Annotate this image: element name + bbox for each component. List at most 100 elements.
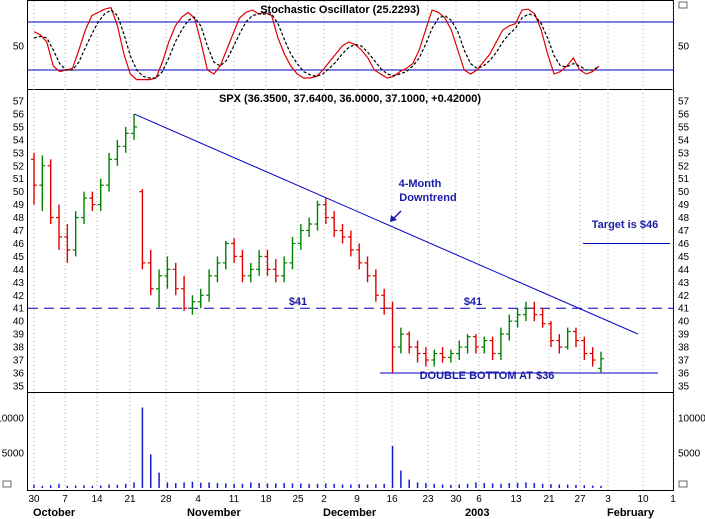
ohlc-bar bbox=[239, 249, 246, 283]
spx-title: SPX (36.3500, 37.6400, 36.0000, 37.1000,… bbox=[219, 93, 481, 105]
ohlc-bar bbox=[564, 327, 571, 350]
ohlc-bar bbox=[547, 321, 554, 348]
x-tick-label: 3 bbox=[605, 494, 611, 505]
price-y-tick-right: 53 bbox=[678, 148, 690, 159]
ohlc-bar bbox=[539, 308, 546, 328]
price-y-tick-left: 45 bbox=[13, 252, 25, 263]
price-y-tick-left: 37 bbox=[13, 356, 25, 367]
x-tick-label: 28 bbox=[160, 494, 172, 505]
price-y-tick-left: 48 bbox=[13, 213, 25, 224]
month-label: February bbox=[607, 507, 655, 519]
x-tick-label: 11 bbox=[229, 494, 240, 505]
price-y-tick-left: 53 bbox=[13, 148, 25, 159]
price-y-tick-left: 41 bbox=[13, 304, 25, 315]
ohlc-bar bbox=[289, 236, 296, 270]
price-y-tick-left: 49 bbox=[13, 200, 25, 211]
ohlc-bar bbox=[89, 191, 96, 212]
x-tick-label: 14 bbox=[91, 494, 103, 505]
target-label: Target is $46 bbox=[592, 219, 658, 231]
month-label: October bbox=[33, 507, 76, 519]
price-panel bbox=[28, 113, 673, 374]
price-y-tick-right: 56 bbox=[678, 109, 690, 120]
ohlc-bar bbox=[147, 249, 154, 296]
price-y-tick-left: 47 bbox=[13, 226, 25, 237]
ohlc-bar bbox=[306, 217, 313, 237]
ohlc-bar bbox=[64, 224, 71, 263]
price-y-tick-left: 55 bbox=[13, 122, 25, 133]
ohlc-bar bbox=[322, 198, 329, 225]
ohlc-bar bbox=[39, 155, 46, 212]
ohlc-bar bbox=[472, 334, 479, 354]
price-y-tick-right: 45 bbox=[678, 252, 690, 263]
ohlc-bar bbox=[389, 301, 396, 373]
x-tick-label: 9 bbox=[354, 494, 360, 505]
downtrend-line bbox=[133, 113, 639, 335]
ohlc-bar bbox=[347, 230, 354, 257]
price-y-tick-left: 51 bbox=[13, 174, 25, 185]
price-y-tick-right: 50 bbox=[678, 187, 690, 198]
ohlc-bar bbox=[589, 347, 596, 367]
price-y-tick-right: 36 bbox=[678, 368, 690, 379]
corner-mark-icon-top bbox=[678, 1, 688, 9]
double-bottom-label: DOUBLE BOTTOM AT $36 bbox=[420, 370, 555, 382]
ohlc-bar bbox=[281, 256, 288, 283]
month-label: November bbox=[187, 507, 242, 519]
ohlc-bar bbox=[297, 224, 304, 250]
price-y-tick-right: 39 bbox=[678, 330, 690, 341]
x-tick-label: 27 bbox=[574, 494, 586, 505]
price-y-tick-right: 43 bbox=[678, 278, 690, 289]
ohlc-bar bbox=[172, 262, 179, 296]
ohlc-bar bbox=[456, 340, 463, 360]
x-tick-label: 2 bbox=[321, 494, 327, 505]
price-y-tick-left: 40 bbox=[13, 317, 25, 328]
stoch-y-tick-left: 50 bbox=[13, 42, 25, 53]
x-tick-label: 30 bbox=[450, 494, 462, 505]
ohlc-bar bbox=[556, 334, 563, 354]
ohlc-bar bbox=[139, 189, 146, 270]
ohlc-bar bbox=[231, 238, 238, 263]
corner-mark-icon-right bbox=[678, 480, 688, 488]
x-tick-label: 16 bbox=[386, 494, 398, 505]
volume-y-tick-left: 10000 bbox=[0, 414, 24, 425]
ohlc-bar bbox=[72, 211, 79, 257]
price-y-tick-left: 35 bbox=[13, 381, 25, 392]
price-y-tick-right: 48 bbox=[678, 213, 690, 224]
x-tick-label: 4 bbox=[195, 494, 201, 505]
ohlc-bar bbox=[31, 152, 37, 205]
ohlc-bar bbox=[272, 258, 279, 283]
ohlc-bar bbox=[114, 139, 121, 166]
price-y-tick-right: 54 bbox=[678, 135, 690, 146]
ohlc-bar bbox=[397, 327, 404, 354]
downtrend-label-line1: 4-Month bbox=[399, 178, 442, 190]
price-y-tick-left: 43 bbox=[13, 278, 25, 289]
x-tick-label: 10 bbox=[637, 494, 649, 505]
price-y-tick-right: 55 bbox=[678, 122, 690, 133]
ohlc-bar bbox=[264, 249, 271, 276]
price-y-tick-right: 41 bbox=[678, 304, 690, 315]
ohlc-bar bbox=[47, 159, 54, 225]
ohlc-bar bbox=[156, 269, 163, 309]
corner-mark-icon bbox=[2, 480, 12, 488]
ohlc-bar bbox=[481, 336, 488, 354]
price-y-tick-left: 52 bbox=[13, 161, 25, 172]
ohlc-bar bbox=[256, 249, 263, 276]
ohlc-bar bbox=[206, 269, 213, 302]
ohlc-bar bbox=[164, 256, 171, 289]
x-tick-label: 6 bbox=[476, 494, 482, 505]
price-y-tick-left: 46 bbox=[13, 239, 25, 250]
price-y-tick-right: 40 bbox=[678, 317, 690, 328]
ohlc-bar bbox=[189, 295, 196, 315]
x-tick-label: 25 bbox=[292, 494, 304, 505]
ohlc-bar bbox=[447, 349, 454, 363]
price-y-tick-left: 38 bbox=[13, 343, 25, 354]
ohlc-bar bbox=[598, 351, 604, 373]
support-41-label-left: $41 bbox=[289, 296, 307, 308]
ohlc-bar bbox=[97, 178, 104, 212]
price-y-tick-right: 44 bbox=[678, 265, 690, 276]
ohlc-bar bbox=[364, 256, 371, 283]
x-tick-label: 23 bbox=[422, 494, 434, 505]
price-y-tick-left: 39 bbox=[13, 330, 25, 341]
price-y-tick-right: 57 bbox=[678, 97, 690, 108]
